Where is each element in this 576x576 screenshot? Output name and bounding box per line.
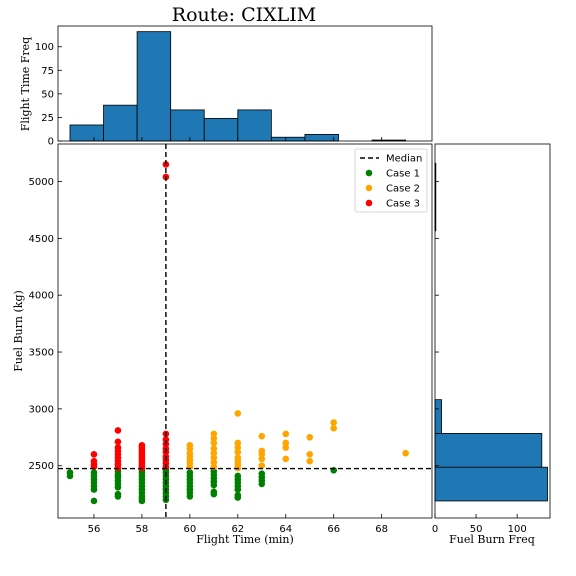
point-case-2-37 [402, 449, 409, 457]
x-tick-label-6: 68 [375, 524, 388, 535]
y-tick-label-1: 3000 [29, 404, 54, 415]
top-hist-frame [57, 25, 433, 142]
top-hist-ytick-label-2: 50 [41, 89, 54, 100]
right-hist-xtick-label-0: 0 [432, 524, 438, 535]
x-axis-label: Flight Time (min) [196, 533, 294, 546]
x-tick-label-4: 64 [279, 524, 292, 535]
point-case-1-2 [90, 497, 98, 505]
point-case-2-26 [258, 447, 266, 455]
legend-case-2-label: Case 2 [386, 184, 420, 195]
point-case-2-23 [258, 462, 266, 470]
point-case-2-27 [258, 432, 266, 440]
x-tick-label-2: 60 [183, 524, 196, 535]
point-case-2-35 [330, 424, 338, 432]
x-tick-label-5: 66 [327, 524, 340, 535]
point-case-2-24 [258, 455, 266, 463]
point-case-2-8 [210, 458, 218, 466]
scatter-frame [57, 143, 433, 519]
legend-case-3-swatch [365, 199, 373, 207]
point-case-1-63 [258, 470, 266, 477]
point-case-2-22 [234, 410, 242, 417]
point-case-2-34 [306, 433, 314, 441]
top-hist-bar-6 [270, 136, 306, 142]
point-case-2-11 [210, 445, 218, 452]
point-case-2-32 [306, 457, 314, 465]
legend: Median Case 1 Case 2 Case 3 [354, 148, 428, 213]
legend-median-label: Median [386, 154, 422, 165]
legend-case-2-swatch [365, 184, 373, 192]
point-case-2-30 [282, 439, 290, 447]
right-hist-bar-0 [434, 466, 548, 502]
right-hist-xtick-label-1: 50 [470, 524, 483, 535]
y-tick-label-5: 5000 [29, 177, 54, 188]
point-case-2-31 [282, 430, 290, 438]
x-tick-label-1: 58 [136, 524, 149, 535]
point-case-3-12 [114, 427, 122, 434]
point-case-2-18 [234, 454, 242, 462]
point-case-2-4 [186, 449, 194, 457]
point-case-1-10 [114, 490, 122, 498]
point-case-2-29 [282, 444, 290, 451]
point-case-2-21 [234, 439, 242, 447]
top-hist-bar-5 [237, 109, 272, 142]
top-hist-bar-2 [136, 31, 172, 142]
point-case-2-10 [210, 449, 218, 457]
point-case-2-12 [210, 439, 218, 447]
point-case-1-47 [210, 488, 218, 496]
point-case-3-31 [162, 436, 170, 443]
y-axis-label: Fuel Burn (kg) [12, 290, 25, 372]
point-case-2-14 [210, 430, 218, 438]
point-case-3-11 [114, 438, 122, 446]
top-hist-bar-1 [103, 104, 138, 142]
point-case-1-52 [210, 468, 218, 475]
point-case-2-9 [210, 454, 218, 462]
point-case-3-2 [90, 457, 98, 465]
top-hist-ytick-label-0: 0 [48, 137, 54, 148]
top-hist-bar-4 [203, 117, 239, 142]
top-hist-ytick-label-1: 25 [41, 113, 54, 124]
point-case-1-54 [234, 491, 242, 499]
point-case-1-8 [90, 469, 98, 476]
legend-case-1-swatch [365, 169, 373, 177]
top-histogram: 0 25 50 75 100 [35, 25, 433, 148]
y-tick-label-0: 2500 [29, 461, 54, 472]
right-hist-xtick-label-2: 100 [508, 524, 527, 535]
point-case-1-1 [66, 469, 74, 476]
legend-case-1-label: Case 1 [386, 169, 420, 180]
point-case-2-20 [234, 444, 242, 451]
right-hist-bar-2 [434, 399, 442, 434]
top-hist-ytick-label-4: 100 [35, 42, 54, 53]
y-tick-label-2: 3500 [29, 348, 54, 359]
top-hist-bar-0 [69, 124, 104, 142]
point-case-3-10 [114, 444, 122, 451]
right-histogram: 0 50 100 [432, 143, 551, 535]
chart-title: Route: CIXLIM [172, 4, 316, 26]
top-hist-ytick-label-3: 75 [41, 66, 54, 77]
right-hist-frame [434, 143, 551, 519]
point-case-2-19 [234, 448, 242, 456]
y-tick-label-4: 4500 [29, 234, 54, 245]
point-case-2-13 [210, 435, 218, 442]
legend-box [354, 148, 428, 213]
point-case-1-45 [186, 469, 194, 476]
point-case-2-6 [186, 441, 194, 449]
right-hist-bar-1 [434, 433, 543, 468]
legend-case-3-label: Case 3 [386, 199, 420, 210]
point-case-3-3 [90, 451, 98, 458]
point-case-3-23 [138, 441, 146, 449]
right-hist-x-label: Fuel Burn Freq [449, 533, 535, 546]
x-tick-label-3: 62 [231, 524, 244, 535]
point-case-2-33 [306, 451, 314, 458]
top-hist-bar-3 [170, 109, 205, 142]
point-case-1-59 [234, 472, 242, 480]
point-case-2-28 [282, 455, 290, 463]
y-tick-label-3: 4000 [29, 291, 54, 302]
x-tick-label-0: 56 [88, 524, 101, 535]
top-hist-y-label: Flight Time Freq [19, 37, 32, 131]
point-case-2-36 [330, 419, 338, 426]
